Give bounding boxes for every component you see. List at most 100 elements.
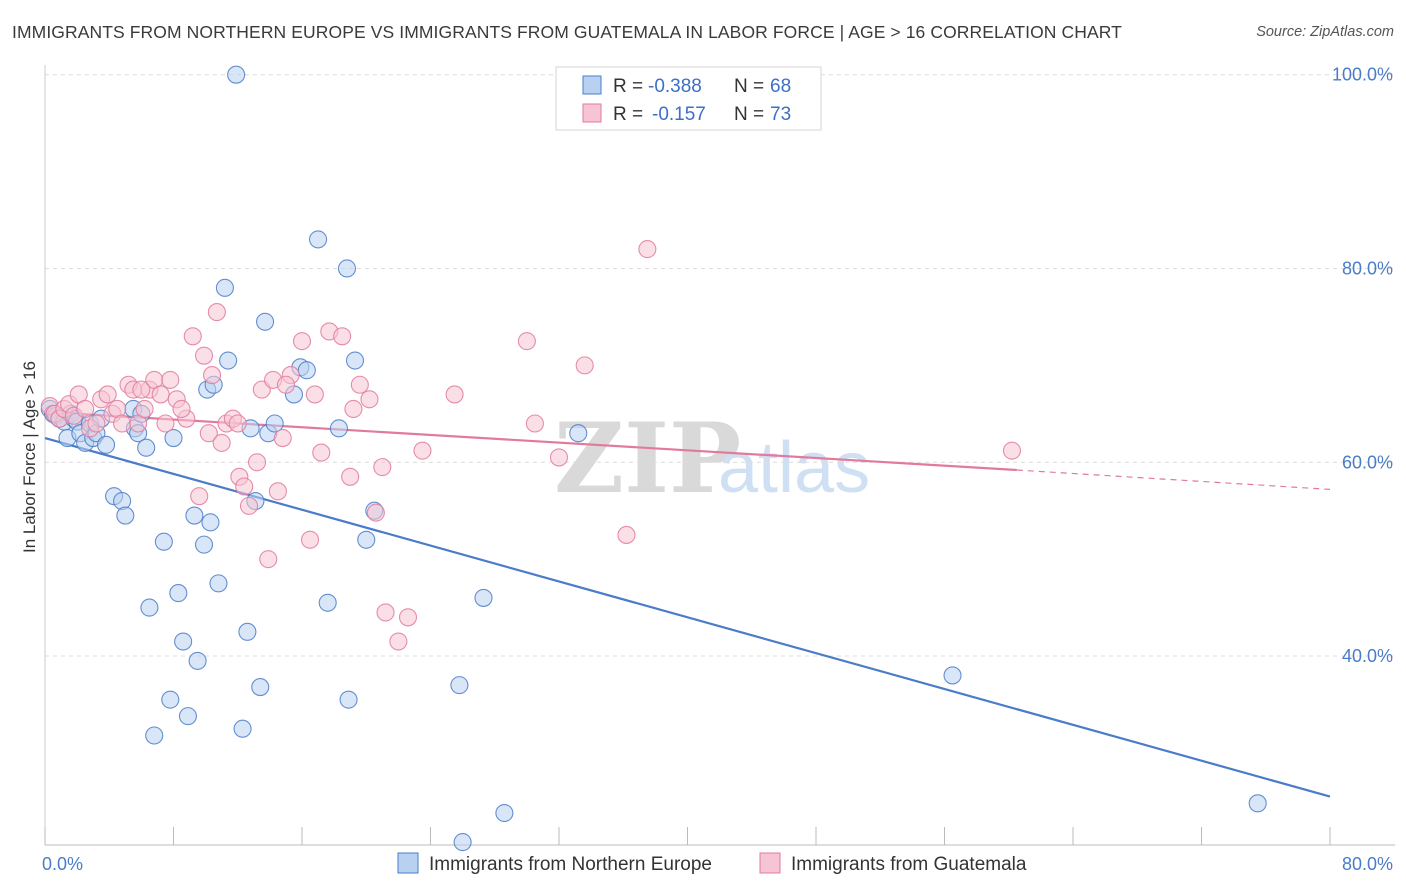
- point-series1-18: [135, 399, 154, 419]
- legend-n-label-1: N =: [734, 76, 764, 97]
- point-series0-39: [215, 278, 234, 297]
- point-series0-25: [145, 726, 164, 745]
- point-series1-58: [389, 632, 408, 651]
- point-series1-69: [132, 380, 151, 399]
- point-series1-48: [312, 443, 331, 462]
- y-tick-label-0: 40.0%: [1342, 646, 1393, 666]
- y-axis-label: In Labor Force | Age > 16: [20, 361, 39, 553]
- point-series0-41: [227, 65, 246, 84]
- point-series1-36: [235, 477, 254, 496]
- point-series0-42: [233, 719, 252, 738]
- point-series0-59: [357, 530, 376, 549]
- y-tick-label-1: 60.0%: [1342, 452, 1393, 472]
- point-series0-40: [219, 351, 238, 370]
- point-series0-65: [569, 424, 588, 443]
- point-series0-66: [943, 666, 962, 685]
- point-series1-32: [212, 433, 231, 452]
- point-series1-7: [76, 399, 95, 419]
- point-series0-56: [337, 259, 357, 278]
- point-series0-26: [154, 532, 173, 551]
- y-tick-label-2: 80.0%: [1342, 258, 1393, 278]
- series-legend-swatch-northern-europe: [397, 852, 419, 874]
- point-series1-28: [194, 346, 214, 365]
- x-tick-label-0: 0.0%: [42, 854, 83, 874]
- point-series1-37: [239, 496, 259, 515]
- point-series1-66: [617, 525, 636, 544]
- point-series0-23: [137, 438, 156, 457]
- point-series0-49: [265, 414, 284, 433]
- point-series0-57: [339, 690, 358, 709]
- point-series1-42: [268, 482, 287, 501]
- point-series0-52: [297, 361, 316, 380]
- point-series1-70: [172, 399, 191, 419]
- point-series0-34: [194, 535, 214, 554]
- point-series0-67: [1248, 794, 1267, 813]
- point-series0-64: [453, 833, 472, 852]
- point-series1-31: [207, 303, 226, 322]
- point-series0-53: [309, 230, 328, 249]
- point-series1-30: [203, 366, 222, 385]
- point-series1-62: [517, 332, 536, 351]
- point-series0-15: [96, 435, 116, 454]
- point-series1-50: [333, 327, 352, 346]
- point-series1-43: [273, 428, 292, 448]
- point-series1-65: [575, 356, 594, 375]
- point-series1-64: [549, 448, 569, 467]
- point-series0-38: [209, 574, 228, 593]
- point-series0-55: [329, 419, 348, 438]
- axes: [44, 65, 1395, 846]
- point-series1-26: [183, 327, 202, 346]
- trend-line-series1-seg1: [1016, 469, 1331, 490]
- point-series0-43: [238, 622, 257, 641]
- legend-r-label-2: R =: [613, 104, 643, 125]
- point-series0-54: [318, 593, 337, 612]
- point-series1-63: [525, 414, 544, 433]
- legend-swatch-guatemala: [582, 103, 602, 123]
- series-legend-label-northern-europe: Immigrants from Northern Europe: [429, 854, 712, 875]
- point-series1-51: [341, 467, 360, 486]
- point-series0-28: [164, 428, 183, 448]
- point-series1-23: [161, 370, 180, 389]
- point-series1-27: [190, 487, 209, 506]
- point-series1-54: [360, 390, 379, 409]
- series-legend-swatch-guatemala: [759, 852, 781, 874]
- point-series1-21: [151, 385, 170, 404]
- gridlines: [45, 74, 1395, 657]
- point-series1-11: [98, 385, 117, 404]
- point-series1-14: [113, 414, 132, 433]
- point-series0-32: [185, 506, 204, 525]
- point-series1-46: [300, 530, 320, 549]
- chart-title: IMMIGRANTS FROM NORTHERN EUROPE VS IMMIG…: [12, 22, 1122, 42]
- source-credit: Source: ZipAtlas.com: [1256, 24, 1394, 40]
- point-series0-31: [178, 707, 198, 726]
- point-series1-56: [373, 458, 392, 477]
- point-series1-71: [228, 414, 247, 433]
- point-series1-29: [199, 424, 218, 443]
- point-series1-55: [366, 503, 385, 522]
- y-tick-labels: 40.0% 60.0% 80.0% 100.0%: [1332, 65, 1393, 666]
- point-series0-47: [256, 312, 275, 331]
- point-series0-30: [174, 632, 193, 651]
- x-tick-label-1: 80.0%: [1342, 854, 1393, 874]
- point-series0-18: [116, 506, 135, 525]
- point-series1-47: [305, 385, 324, 404]
- watermark-atlas: atlas: [718, 428, 870, 508]
- point-series1-45: [292, 332, 312, 351]
- point-series0-33: [188, 651, 207, 670]
- point-series1-22: [156, 414, 175, 433]
- point-series1-53: [350, 375, 369, 394]
- point-series1-52: [344, 399, 363, 419]
- point-series1-61: [445, 385, 464, 404]
- point-series0-62: [474, 588, 493, 607]
- point-series1-68: [1002, 441, 1022, 460]
- legend-n-value-1: 68: [770, 76, 791, 97]
- legend-swatch-northern-europe: [582, 75, 602, 95]
- point-series0-63: [495, 803, 514, 823]
- legend-r-label-1: R =: [613, 76, 643, 97]
- point-series0-24: [140, 598, 159, 617]
- point-series1-40: [259, 550, 278, 569]
- legend-n-label-2: N =: [734, 104, 764, 125]
- point-series0-29: [169, 584, 188, 603]
- trend-line-series1-seg0: [44, 410, 1017, 472]
